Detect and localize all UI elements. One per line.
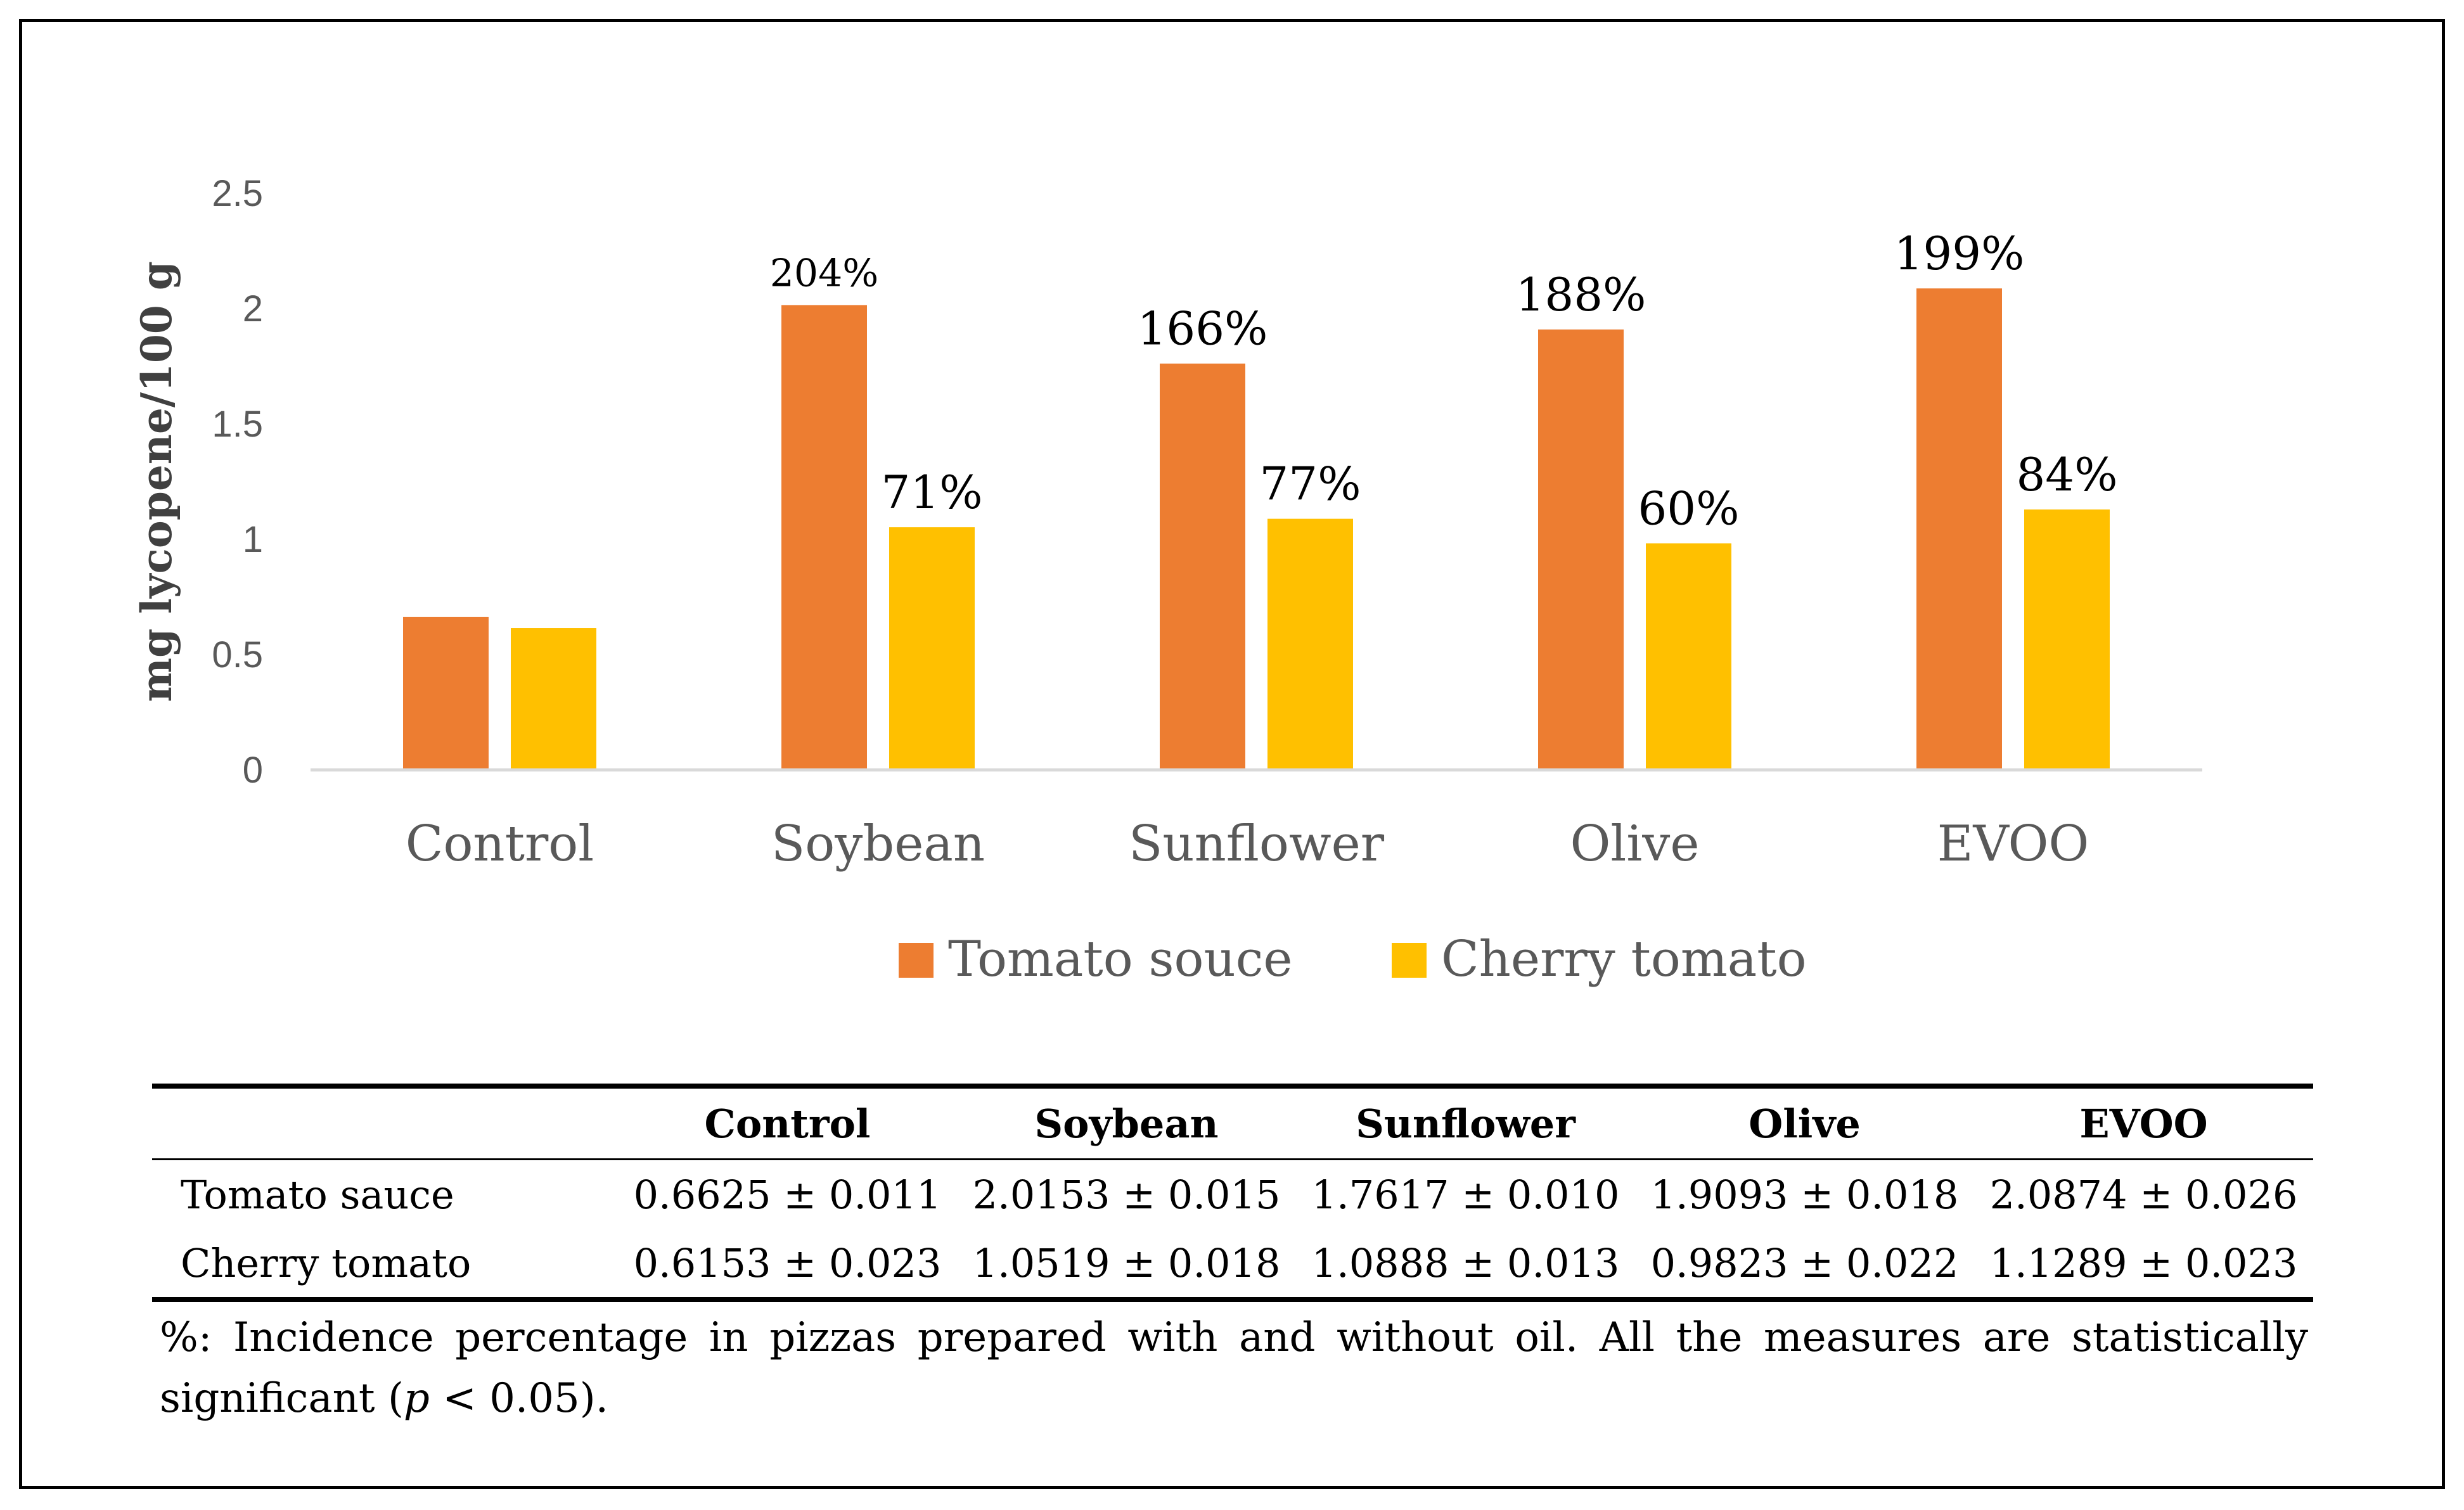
table-cell: 0.6153 ± 0.023	[633, 1239, 942, 1286]
footnote: %: Incidence percentage in pizzas prepar…	[160, 1307, 2308, 1429]
bar-tomato-souce	[1916, 288, 2002, 770]
table-cell: 1.0519 ± 0.018	[972, 1239, 1281, 1286]
data-label: 199%	[1894, 227, 2025, 280]
y-tick-label: 2.5	[212, 173, 263, 214]
bar-tomato-souce	[781, 305, 867, 770]
table-header-olive: Olive	[1749, 1100, 1861, 1147]
bar-cherry-tomato	[1646, 543, 1731, 770]
legend: Tomato souce Cherry tomato	[899, 931, 1807, 988]
data-label: 204%	[770, 251, 879, 295]
table-header-row: Control Soybean Sunflower Olive EVOO	[152, 1086, 2313, 1160]
x-axis-categories: Control Soybean Sunflower Olive EVOO	[406, 816, 2089, 873]
data-label: 166%	[1138, 302, 1268, 355]
table-header-soybean: Soybean	[1034, 1100, 1219, 1147]
data-label: 84%	[2016, 448, 2117, 501]
y-tick-label: 0.5	[212, 634, 263, 675]
table-row: Tomato sauce 0.6625 ± 0.011 2.0153 ± 0.0…	[152, 1160, 2313, 1229]
y-axis-label: mg lycopene/100 g	[132, 261, 181, 702]
table-cell: 1.7617 ± 0.010	[1311, 1171, 1620, 1218]
row-label: Tomato sauce	[181, 1171, 454, 1218]
y-tick-label: 0	[243, 750, 263, 791]
data-label: 71%	[881, 466, 982, 519]
bar-cherry-tomato	[1267, 518, 1353, 770]
legend-swatch	[899, 943, 934, 978]
footnote-text-end: < 0.05).	[429, 1375, 608, 1422]
bar-tomato-souce	[403, 617, 489, 770]
lycopene-table: Control Soybean Sunflower Olive EVOO Tom…	[152, 1084, 2313, 1302]
table-header-evoo: EVOO	[2079, 1100, 2208, 1147]
bar-cherry-tomato	[2024, 509, 2110, 770]
table-cell: 2.0153 ± 0.015	[972, 1171, 1281, 1218]
table-cell: 0.9823 ± 0.022	[1650, 1239, 1959, 1286]
data-label: 77%	[1259, 457, 1361, 511]
bar-cherry-tomato	[511, 628, 596, 770]
table-header-empty	[152, 1086, 618, 1160]
table-cell: 2.0874 ± 0.026	[1989, 1171, 2298, 1218]
bars: 204% 71% 166% 77% 188% 60% 199% 84%	[403, 227, 2118, 770]
footnote-text: %: Incidence percentage in pizzas prepar…	[160, 1314, 2308, 1422]
footnote-p-symbol: p	[403, 1375, 430, 1422]
table-row: Cherry tomato 0.6153 ± 0.023 1.0519 ± 0.…	[152, 1229, 2313, 1300]
x-tick-label: Soybean	[771, 816, 985, 873]
table-cell: 1.1289 ± 0.023	[1989, 1239, 2298, 1286]
bar-chart: 0 0.5 1 1.5 2 2.5 mg lycopene/100 g 204% 71% 16…	[132, 173, 2202, 988]
y-axis-ticks: 0 0.5 1 1.5 2 2.5	[212, 173, 263, 791]
x-tick-label: EVOO	[1937, 816, 2089, 873]
row-label: Cherry tomato	[181, 1239, 472, 1286]
x-tick-label: Sunflower	[1129, 816, 1385, 873]
bar-tomato-souce	[1538, 330, 1624, 770]
y-tick-label: 2	[243, 288, 263, 330]
table-cell: 1.9093 ± 0.018	[1650, 1171, 1959, 1218]
legend-label: Tomato souce	[948, 931, 1293, 988]
table-header-control: Control	[704, 1100, 871, 1147]
bar-tomato-souce	[1160, 363, 1245, 770]
data-label: 188%	[1516, 268, 1646, 321]
table-cell: 1.0888 ± 0.013	[1311, 1239, 1620, 1286]
x-tick-label: Olive	[1570, 816, 1699, 873]
legend-label: Cherry tomato	[1441, 931, 1807, 988]
bar-cherry-tomato	[889, 527, 975, 770]
legend-swatch	[1392, 943, 1427, 978]
figure-frame	[19, 19, 2445, 1489]
y-tick-label: 1.5	[212, 404, 263, 445]
y-tick-label: 1	[243, 519, 263, 560]
table-header-sunflower: Sunflower	[1356, 1100, 1575, 1147]
data-label: 60%	[1638, 482, 1739, 535]
table-cell: 0.6625 ± 0.011	[633, 1171, 942, 1218]
x-tick-label: Control	[406, 816, 594, 873]
